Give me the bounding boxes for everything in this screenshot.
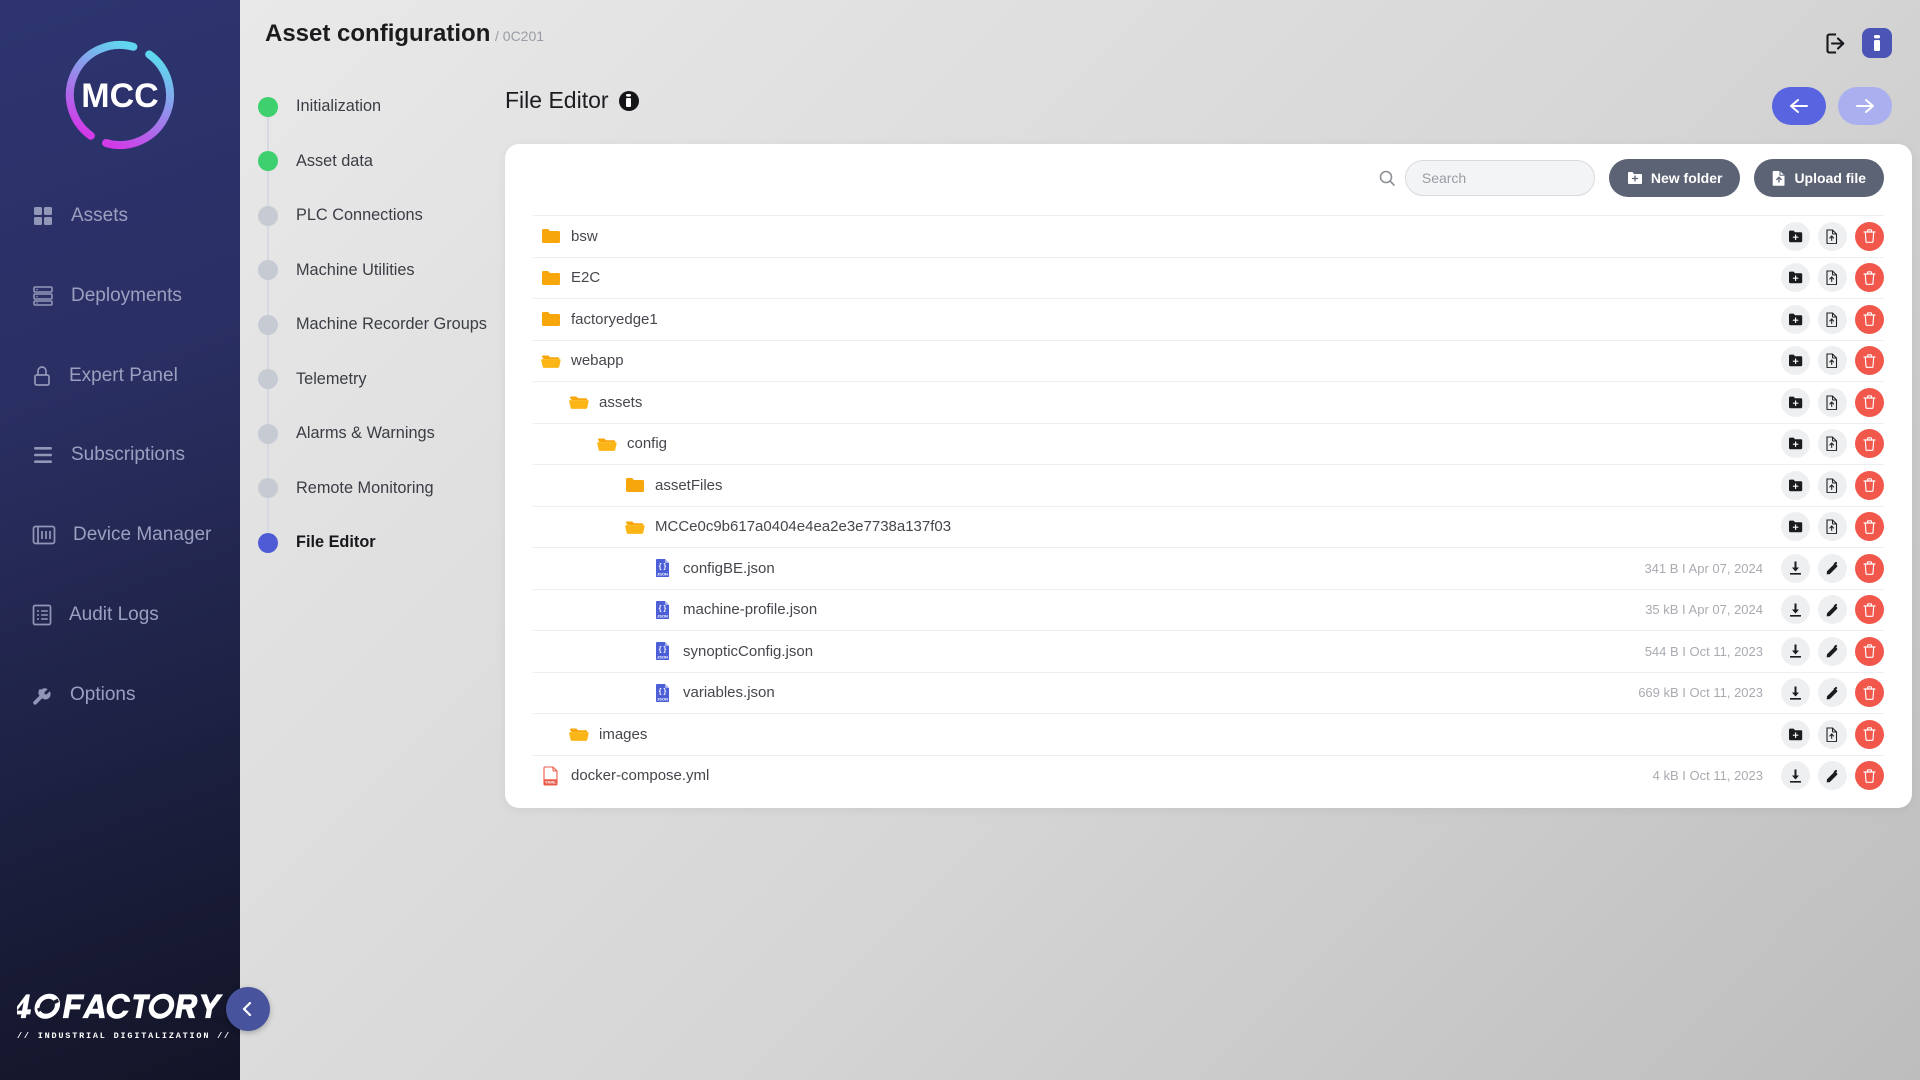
svg-text:{ }: { }	[659, 564, 667, 571]
svg-text:JSON: JSON	[657, 655, 668, 660]
svg-text:{ }: { }	[659, 647, 667, 654]
svg-text:JSON: JSON	[657, 696, 668, 701]
svg-text:JSON: JSON	[657, 572, 668, 577]
svg-text:{ }: { }	[659, 688, 667, 695]
svg-text:MCC: MCC	[81, 77, 158, 115]
svg-text:JSON: JSON	[657, 613, 668, 618]
svg-text:YAML: YAML	[545, 779, 557, 784]
svg-text:{ }: { }	[659, 605, 667, 612]
